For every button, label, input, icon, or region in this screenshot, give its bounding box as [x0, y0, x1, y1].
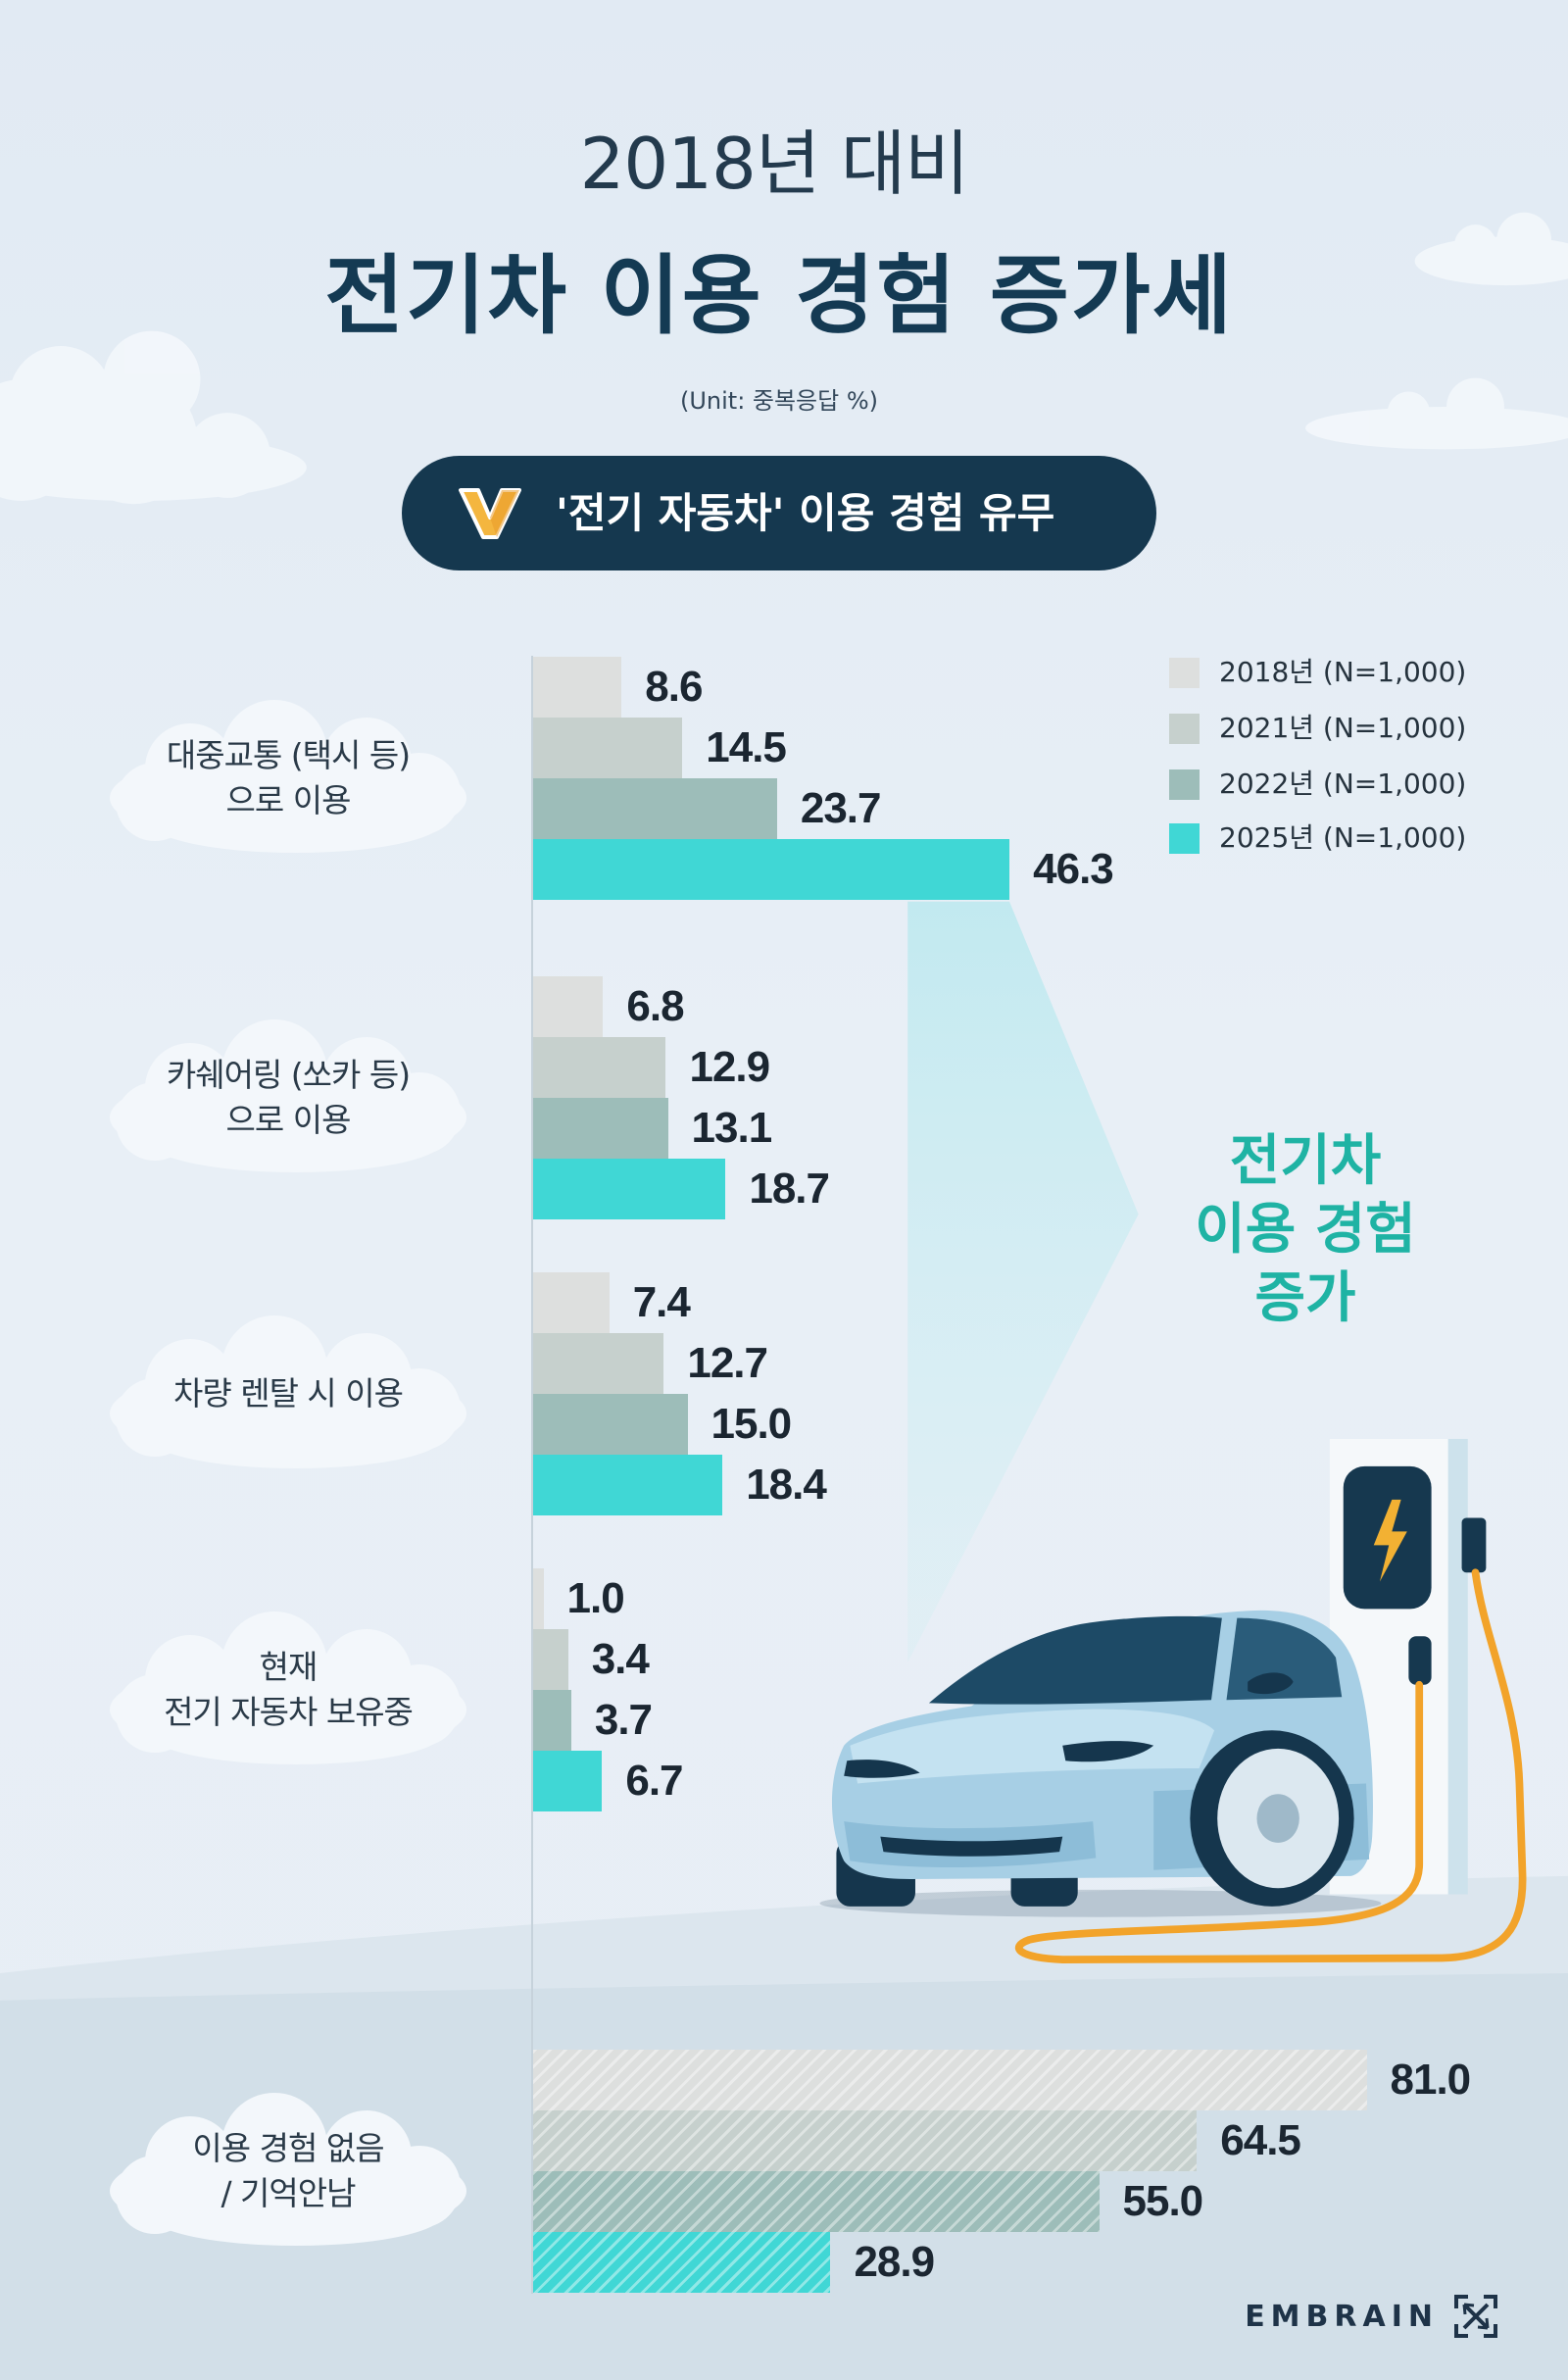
- legend-item-2022: 2022년 (N=1,000): [1169, 767, 1466, 802]
- value-label-2021-category-2: 12.9: [689, 1043, 770, 1091]
- legend-swatch: [1169, 769, 1200, 800]
- category-label-text: 카쉐어링 (쏘카 등) 으로 이용: [166, 1056, 411, 1139]
- value-label-2025-category-5: 28.9: [854, 2238, 935, 2286]
- value-label-2025-category-2: 18.7: [749, 1165, 830, 1213]
- value-label-2025-category-1: 46.3: [1033, 845, 1114, 893]
- brand-logo: EMBRAIN: [1205, 2292, 1499, 2341]
- bar-2018-category-2: [533, 976, 604, 1037]
- label-cloud: [110, 700, 466, 853]
- category-label-text: 이용 경험 없음 / 기억안남: [192, 2129, 384, 2212]
- callout-line: 전기차: [1229, 1129, 1382, 1193]
- sky-clouds: [0, 212, 1568, 505]
- legend-label: 2021년 (N=1,000): [1219, 712, 1467, 744]
- bar-2025-category-1: [533, 839, 1010, 900]
- bar-2025-category-2: [533, 1159, 726, 1219]
- value-label-2021-category-4: 3.4: [591, 1635, 650, 1683]
- brand-name: EMBRAIN: [1245, 2299, 1439, 2334]
- bar-2022-category-4: [533, 1690, 571, 1751]
- bar-2018-category-4: [533, 1568, 544, 1629]
- callout-text: 전기차 이용 경험 증가: [1107, 1127, 1503, 1333]
- label-cloud: [110, 1315, 466, 1468]
- legend-swatch: [1169, 657, 1200, 688]
- highlight-beam: [907, 901, 1139, 1662]
- bar-2022-category-1: [533, 778, 777, 839]
- bar-2021-category-1: [533, 718, 683, 778]
- bar-2022-category-2: [533, 1098, 668, 1159]
- legend-swatch: [1169, 713, 1200, 744]
- value-label-2018-category-4: 1.0: [566, 1574, 625, 1622]
- embrain-logo-icon: [1454, 2295, 1497, 2338]
- value-label-2018-category-5: 81.0: [1390, 2056, 1472, 2104]
- category-label-text: 대중교통 (택시 등) 으로 이용: [166, 736, 411, 819]
- bar-2022-category-5: [533, 2171, 1100, 2232]
- callout-line: 증가: [1254, 1266, 1356, 1330]
- value-label-2025-category-3: 18.4: [746, 1461, 827, 1509]
- category-label-3: 차량 렌탈 시 이용: [100, 1308, 476, 1474]
- value-label-2018-category-3: 7.4: [632, 1278, 691, 1326]
- page-subtitle: 2018년 대비: [579, 123, 970, 205]
- bar-2018-category-5: [533, 2050, 1367, 2110]
- value-label-2021-category-1: 14.5: [706, 723, 787, 771]
- bar-2021-category-4: [533, 1629, 568, 1690]
- bar-2022-category-3: [533, 1394, 688, 1455]
- electric-car-illustration: [819, 1610, 1382, 1917]
- unit-note: (Unit: 중복응답 %): [679, 387, 879, 415]
- value-label-2021-category-5: 64.5: [1220, 2116, 1301, 2164]
- category-label-2: 카쉐어링 (쏘카 등) 으로 이용: [100, 1012, 476, 1178]
- page-title: 전기차 이용 경험 증가세: [324, 245, 1234, 346]
- question-text: '전기 자동차' 이용 경험 유무: [556, 488, 1055, 537]
- value-label-2022-category-4: 3.7: [594, 1696, 653, 1744]
- charging-station-illustration: [1329, 1438, 1487, 1895]
- y-axis-line: [531, 656, 533, 2294]
- label-cloud: [110, 1611, 466, 1764]
- check-icon: [459, 487, 521, 539]
- bar-2018-category-3: [533, 1272, 610, 1333]
- legend-item-2021: 2021년 (N=1,000): [1169, 711, 1466, 746]
- bar-2025-category-3: [533, 1455, 723, 1515]
- callout-line: 이용 경험: [1195, 1198, 1416, 1262]
- category-label-text: 차량 렌탈 시 이용: [173, 1374, 404, 1413]
- lightning-icon: [1373, 1499, 1407, 1582]
- category-label-text: 현재 전기 자동차 보유중: [164, 1648, 414, 1731]
- bar-2021-category-2: [533, 1037, 666, 1098]
- bar-2025-category-4: [533, 1751, 603, 1811]
- legend-label: 2018년 (N=1,000): [1219, 656, 1467, 688]
- legend-label: 2025년 (N=1,000): [1219, 821, 1467, 854]
- question-banner: '전기 자동차' 이용 경험 유무: [402, 456, 1156, 570]
- value-label-2018-category-2: 6.8: [626, 982, 684, 1030]
- bar-2018-category-1: [533, 657, 622, 718]
- category-label-4: 현재 전기 자동차 보유중: [100, 1604, 476, 1770]
- charging-cable: [1014, 1568, 1527, 1963]
- legend-item-2018: 2018년 (N=1,000): [1169, 655, 1466, 690]
- legend-swatch: [1169, 822, 1200, 854]
- value-label-2025-category-4: 6.7: [625, 1757, 683, 1805]
- label-cloud: [110, 2093, 466, 2246]
- label-cloud: [110, 1019, 466, 1172]
- legend-item-2025: 2025년 (N=1,000): [1169, 820, 1466, 856]
- value-label-2022-category-5: 55.0: [1122, 2177, 1204, 2225]
- value-label-2018-category-1: 8.6: [645, 663, 703, 711]
- value-label-2022-category-1: 23.7: [800, 784, 882, 832]
- bar-2021-category-5: [533, 2110, 1198, 2171]
- category-label-1: 대중교통 (택시 등) 으로 이용: [100, 692, 476, 859]
- value-label-2021-category-3: 12.7: [687, 1339, 768, 1387]
- bar-2021-category-3: [533, 1333, 664, 1394]
- value-label-2022-category-2: 13.1: [691, 1104, 773, 1152]
- category-label-5: 이용 경험 없음 / 기억안남: [100, 2085, 476, 2252]
- bar-2025-category-5: [533, 2232, 831, 2293]
- legend-label: 2022년 (N=1,000): [1219, 768, 1467, 800]
- value-label-2022-category-3: 15.0: [710, 1400, 793, 1448]
